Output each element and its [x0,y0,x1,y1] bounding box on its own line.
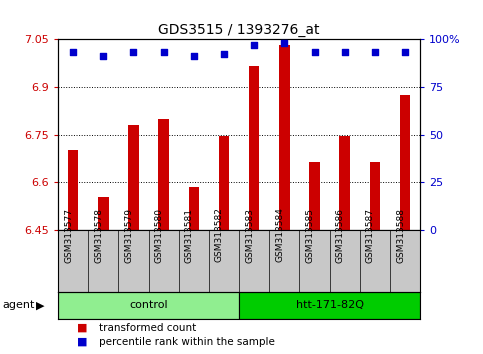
Text: percentile rank within the sample: percentile rank within the sample [99,337,275,347]
Title: GDS3515 / 1393276_at: GDS3515 / 1393276_at [158,23,320,36]
Text: GSM313577: GSM313577 [64,207,73,263]
Point [99,53,107,59]
Text: GSM313579: GSM313579 [125,207,133,263]
Text: GSM313583: GSM313583 [245,207,254,263]
Text: GSM313584: GSM313584 [275,207,284,263]
Point [281,40,288,46]
Point [341,50,349,55]
Text: GSM313581: GSM313581 [185,207,194,263]
Bar [309,161,320,230]
Bar [400,95,411,230]
Bar [219,136,229,230]
Text: ▶: ▶ [36,300,45,310]
Text: GSM313587: GSM313587 [366,207,375,263]
Point [311,50,318,55]
Bar [239,292,420,319]
Text: GSM313588: GSM313588 [396,207,405,263]
Text: GSM313582: GSM313582 [215,207,224,263]
Text: GSM313578: GSM313578 [94,207,103,263]
Bar [340,136,350,230]
Text: agent: agent [2,300,35,310]
Text: control: control [129,300,168,310]
Text: ■: ■ [77,337,88,347]
Bar [58,292,239,319]
Text: GSM313580: GSM313580 [155,207,164,263]
Point [250,42,258,47]
Point [220,51,228,57]
Point [401,50,409,55]
Bar [98,197,109,230]
Point [371,50,379,55]
Text: GSM313585: GSM313585 [306,207,314,263]
Point [160,50,168,55]
Point [69,50,77,55]
Text: htt-171-82Q: htt-171-82Q [296,300,364,310]
Bar [369,161,380,230]
Text: transformed count: transformed count [99,322,196,332]
Bar [279,45,290,230]
Point [129,50,137,55]
Text: ■: ■ [77,322,88,332]
Bar [158,119,169,230]
Bar [188,187,199,230]
Bar [68,150,78,230]
Bar [249,66,259,230]
Text: GSM313586: GSM313586 [336,207,345,263]
Point [190,53,198,59]
Bar [128,125,139,230]
